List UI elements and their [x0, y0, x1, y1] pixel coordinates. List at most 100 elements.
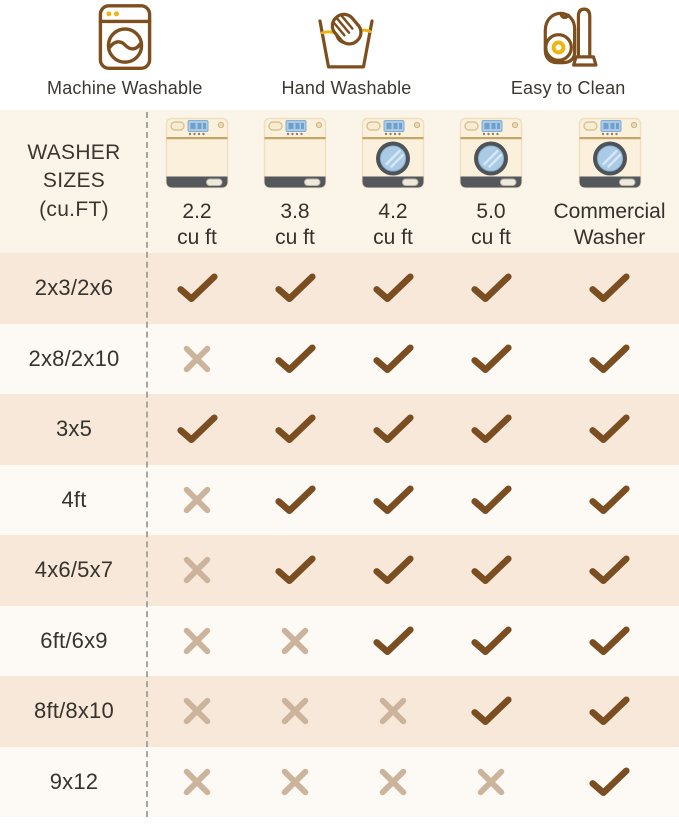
table-cell — [246, 766, 344, 798]
table-cell — [344, 695, 442, 727]
vacuum-icon — [532, 3, 604, 73]
check-icon — [372, 626, 414, 655]
x-icon — [281, 627, 309, 655]
care-legend: Machine Washable Hand Washable Easy to C… — [0, 0, 679, 110]
top-load-washer-icon — [263, 115, 327, 195]
table-cell — [344, 343, 442, 375]
hand-wash-icon — [310, 3, 382, 73]
table-cell — [442, 554, 540, 586]
top-load-washer-icon — [165, 115, 229, 195]
check-icon — [470, 555, 512, 585]
check-icon — [372, 344, 414, 373]
column-header: Commercial Washer — [540, 110, 679, 253]
table-cell — [442, 413, 540, 445]
check-icon — [589, 696, 630, 726]
check-icon — [589, 344, 630, 373]
row-label: 3x5 — [55, 416, 93, 442]
legend-item: Easy to Clean — [457, 0, 679, 110]
check-icon — [589, 414, 630, 444]
check-icon — [589, 626, 630, 655]
table-cell — [442, 272, 540, 304]
table-cell — [442, 625, 540, 657]
table-cell — [246, 625, 344, 657]
table-cell — [442, 695, 540, 727]
table-cell — [540, 413, 679, 445]
row-label: 2x8/2x10 — [28, 345, 120, 371]
check-icon — [470, 344, 512, 373]
check-icon — [274, 414, 316, 444]
table-cell — [246, 413, 344, 445]
table-cell — [540, 272, 679, 304]
check-icon — [470, 414, 512, 444]
x-icon — [281, 768, 309, 796]
check-icon — [589, 555, 630, 585]
table-cell — [148, 343, 246, 375]
check-icon — [372, 273, 414, 303]
x-icon — [183, 627, 211, 655]
table-cell — [540, 554, 679, 586]
legend-item-label: Easy to Clean — [510, 78, 626, 98]
table-cell — [344, 272, 442, 304]
x-icon — [477, 768, 505, 796]
check-icon — [372, 485, 414, 514]
table-row: 4ft — [0, 464, 679, 535]
check-icon — [274, 344, 316, 373]
table-cell — [540, 766, 679, 798]
x-icon — [379, 697, 407, 725]
table-row: 4x6/5x7 — [0, 535, 679, 606]
check-icon — [589, 273, 630, 303]
row-label: 6ft/6x9 — [40, 627, 108, 653]
check-icon — [274, 485, 316, 514]
check-icon — [470, 696, 512, 726]
table-cell — [344, 413, 442, 445]
check-icon — [176, 273, 218, 303]
x-icon — [183, 768, 211, 796]
table-cell — [540, 343, 679, 375]
table-cell — [246, 695, 344, 727]
check-icon — [589, 485, 630, 514]
check-icon — [470, 273, 512, 303]
legend-item-label: Machine Washable — [47, 78, 203, 98]
x-icon — [183, 697, 211, 725]
table-row: 2x8/2x10 — [0, 323, 679, 394]
table-cell — [148, 554, 246, 586]
table-cell — [246, 484, 344, 516]
column-header-label: 3.8 cu ft — [275, 200, 315, 250]
check-icon — [372, 555, 414, 585]
table-cell — [148, 484, 246, 516]
column-header-label: 2.2 cu ft — [177, 200, 217, 250]
table-row: 6ft/6x9 — [0, 605, 679, 676]
table-cell — [442, 343, 540, 375]
row-label: 9x12 — [49, 768, 99, 794]
table-row: 9x12 — [0, 746, 679, 817]
x-icon — [183, 556, 211, 584]
corner-title: WASHER SIZES (cu.FT) — [27, 141, 121, 221]
table-cell — [344, 554, 442, 586]
check-icon — [470, 626, 512, 655]
table-cell — [246, 554, 344, 586]
table-cell — [344, 484, 442, 516]
x-icon — [281, 697, 309, 725]
check-icon — [274, 555, 316, 585]
table-body: 2x3/2x6 2x8/2x10 — [0, 253, 679, 817]
legend-item: Machine Washable — [14, 0, 236, 110]
table-row: 3x5 — [0, 394, 679, 465]
column-header-label: 5.0 cu ft — [471, 200, 511, 250]
table-cell — [148, 766, 246, 798]
table-cell — [442, 766, 540, 798]
table-cell — [540, 625, 679, 657]
legend-item: Hand Washable — [236, 0, 458, 110]
table-header-row: WASHER SIZES (cu.FT) 2.2 cu ft — [0, 110, 679, 253]
column-header: 2.2 cu ft — [148, 110, 246, 253]
check-icon — [589, 767, 630, 796]
row-label: 2x3/2x6 — [34, 275, 114, 301]
column-header-label: Commercial Washer — [553, 200, 666, 250]
table-row: 2x3/2x6 — [0, 253, 679, 324]
table-cell — [148, 695, 246, 727]
column-header: 5.0 cu ft — [442, 110, 540, 253]
check-icon — [274, 273, 316, 303]
check-icon — [372, 414, 414, 444]
table-cell — [246, 343, 344, 375]
row-label: 4ft — [61, 486, 87, 512]
